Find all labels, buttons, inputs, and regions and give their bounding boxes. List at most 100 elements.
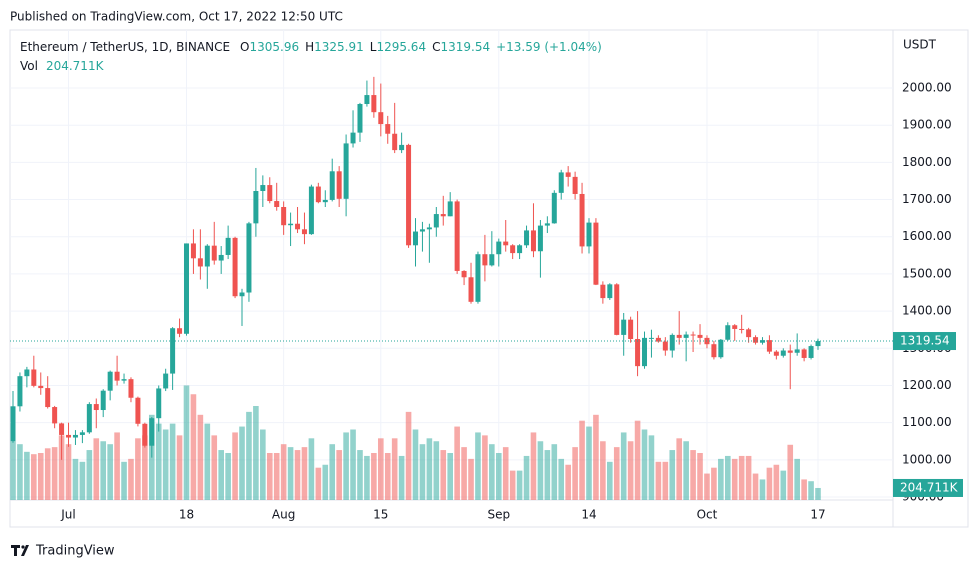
candle-body <box>773 351 779 356</box>
volume-bar <box>808 481 814 500</box>
candle-body <box>10 406 16 442</box>
volume-bar <box>530 432 537 500</box>
candle-body <box>551 192 557 224</box>
candle-body <box>780 350 786 356</box>
volume-bar <box>190 394 197 500</box>
y-tick-label: 1800.00 <box>902 155 952 169</box>
volume-bar <box>634 420 641 500</box>
volume-bar <box>669 450 676 500</box>
ohlc-value: 1325.91 <box>314 40 364 54</box>
candle-body <box>524 230 530 246</box>
candle-body <box>732 325 738 329</box>
volume-bar <box>627 441 634 500</box>
candle-body <box>343 143 349 199</box>
chart-frame <box>9 29 969 528</box>
volume-bar <box>801 479 807 500</box>
candle-body <box>38 385 44 389</box>
volume-bar <box>482 435 488 500</box>
candle-body <box>385 124 391 134</box>
candle-body <box>267 185 273 202</box>
candle-body <box>593 222 599 285</box>
volume-bar <box>51 447 58 500</box>
volume-bar <box>183 385 190 500</box>
candle-body <box>378 112 384 125</box>
volume-bar <box>461 447 467 500</box>
volume-bar <box>405 411 412 500</box>
candle-body <box>135 397 141 424</box>
y-tick-label: 1400.00 <box>902 304 952 318</box>
volume-bar <box>246 411 252 500</box>
volume-bar <box>169 423 176 500</box>
x-tick-label: Jul <box>60 508 75 522</box>
candle-body <box>364 95 370 104</box>
volume-bar <box>724 455 731 500</box>
candle-body <box>447 201 453 217</box>
volume-bar <box>107 444 113 500</box>
volume-bar <box>162 429 169 500</box>
volume-bar <box>79 461 86 500</box>
candle-body <box>655 337 661 342</box>
volume-bar <box>607 461 613 500</box>
brand-name: TradingView <box>35 544 115 559</box>
candle-body <box>211 245 217 261</box>
volume-bar <box>322 464 329 500</box>
volume-bar <box>308 438 315 500</box>
candle-body <box>149 418 155 446</box>
candle-body <box>45 388 51 408</box>
candle-body <box>93 404 99 411</box>
candle-body <box>246 223 252 293</box>
volume-bar <box>176 435 183 500</box>
volume-bar <box>65 444 72 500</box>
y-tick-label: 1900.00 <box>902 118 952 132</box>
volume-bar <box>301 447 308 500</box>
candle-body <box>433 214 439 228</box>
volume-bar <box>815 487 821 500</box>
volume-bar <box>197 414 204 500</box>
candle-body <box>163 373 169 389</box>
volume-bar <box>475 432 481 500</box>
candle-body <box>288 223 294 226</box>
volume-bar <box>100 441 107 500</box>
candle-body <box>59 423 65 435</box>
last-volume-box <box>893 478 963 497</box>
volume-bar <box>426 438 433 500</box>
volume-bar <box>371 453 377 500</box>
candle-body <box>440 214 446 217</box>
volume-bar <box>204 423 211 500</box>
candle-body <box>322 199 328 203</box>
volume-title: Vol <box>20 59 38 73</box>
volume-bar <box>128 458 134 500</box>
volume-bar <box>253 406 259 500</box>
candle-body <box>190 243 196 259</box>
candle-body <box>419 229 425 232</box>
candle-body <box>399 144 405 151</box>
ohlc-value: 1295.64 <box>376 40 426 54</box>
volume-bar <box>391 438 398 500</box>
candle-body <box>510 245 516 254</box>
candle-body <box>697 334 703 338</box>
volume-bar <box>759 479 766 500</box>
symbol-name: Ethereum / TetherUS, 1D, BINANCE <box>20 40 230 54</box>
x-tick-label: Aug <box>272 508 295 522</box>
candle-body <box>79 432 85 435</box>
candle-body <box>301 229 307 235</box>
y-tick-label: 1600.00 <box>902 229 952 243</box>
candle-body <box>156 388 162 419</box>
y-tick-label: 1700.00 <box>902 192 952 206</box>
candle-body <box>177 328 183 334</box>
published-note: Published on TradingView.com, Oct 17, 20… <box>10 10 343 24</box>
candle-body <box>218 254 224 261</box>
candle-body <box>31 369 37 386</box>
ohlc-letter: C <box>432 40 440 54</box>
volume-bar <box>620 432 627 500</box>
volume-bar <box>364 455 370 500</box>
volume-bar <box>495 453 502 500</box>
candle-body <box>530 230 536 252</box>
candle-body <box>281 206 287 226</box>
candle-body <box>565 172 571 177</box>
candle-body <box>232 237 238 297</box>
candle-body <box>711 344 717 358</box>
volume-bar <box>572 447 578 500</box>
volume-bar <box>489 444 495 500</box>
candle-body <box>107 371 113 391</box>
